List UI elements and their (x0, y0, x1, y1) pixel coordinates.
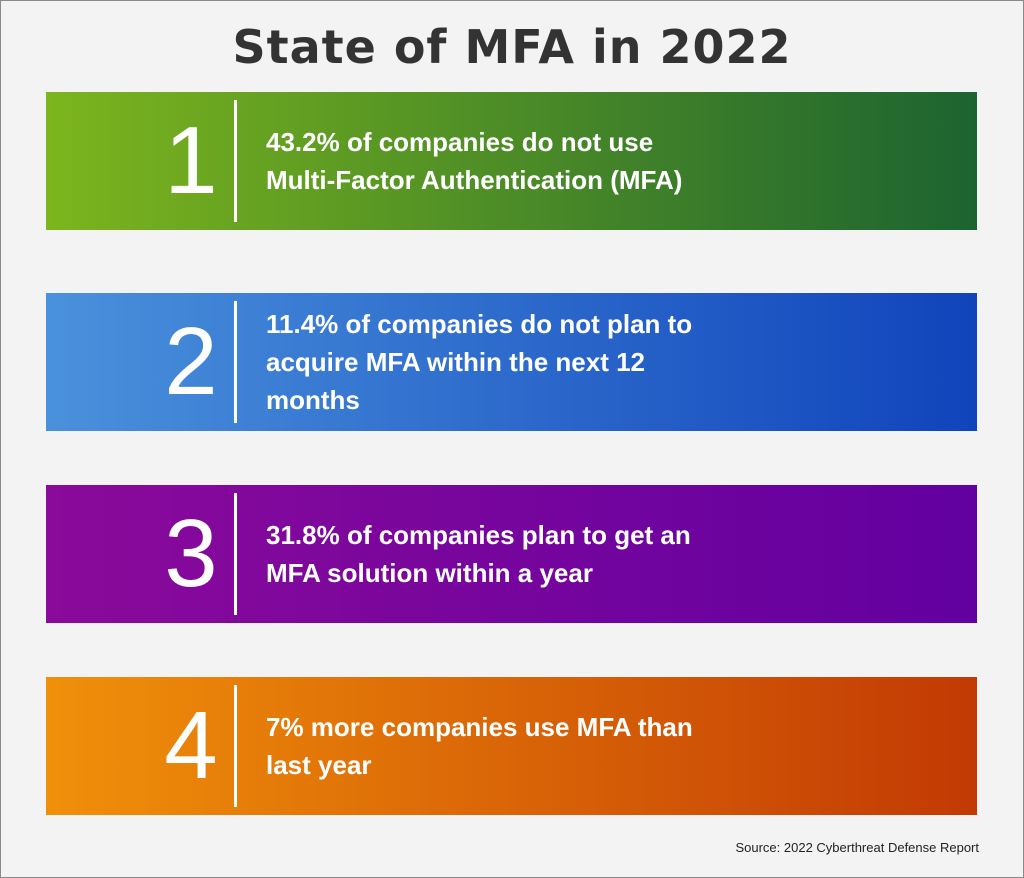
stat-text-line: months (266, 385, 360, 415)
stat-text-line: acquire MFA within the next 12 (266, 347, 645, 377)
stat-text-line: 31.8% of companies plan to get an (266, 520, 691, 550)
stat-text-line: last year (266, 750, 372, 780)
stat-number: 1 (164, 107, 218, 214)
stat-text-line: 43.2% of companies do not use (266, 127, 654, 157)
stat-text: 7% more companies use MFA than last year (266, 677, 926, 815)
stat-card-3: 3 31.8% of companies plan to get an MFA … (46, 485, 977, 623)
page-title: State of MFA in 2022 (232, 20, 792, 74)
stat-text: 43.2% of companies do not use Multi-Fact… (266, 92, 926, 230)
divider-line (234, 493, 237, 615)
stat-card-4: 4 7% more companies use MFA than last ye… (46, 677, 977, 815)
stat-text: 11.4% of companies do not plan to acquir… (266, 293, 926, 431)
stat-number: 4 (164, 692, 218, 799)
stat-text-line: MFA solution within a year (266, 558, 593, 588)
stat-number: 2 (164, 308, 218, 415)
stat-text-line: 7% more companies use MFA than (266, 712, 693, 742)
divider-line (234, 685, 237, 807)
stat-card-2: 2 11.4% of companies do not plan to acqu… (46, 293, 977, 431)
stat-text-line: Multi-Factor Authentication (MFA) (266, 165, 683, 195)
source-citation: Source: 2022 Cyberthreat Defense Report (735, 840, 979, 855)
stat-text-line: 11.4% of companies do not plan to (266, 309, 693, 339)
divider-line (234, 301, 237, 423)
stat-card-1: 1 43.2% of companies do not use Multi-Fa… (46, 92, 977, 230)
stat-text: 31.8% of companies plan to get an MFA so… (266, 485, 926, 623)
divider-line (234, 100, 237, 222)
stat-number: 3 (164, 500, 218, 607)
